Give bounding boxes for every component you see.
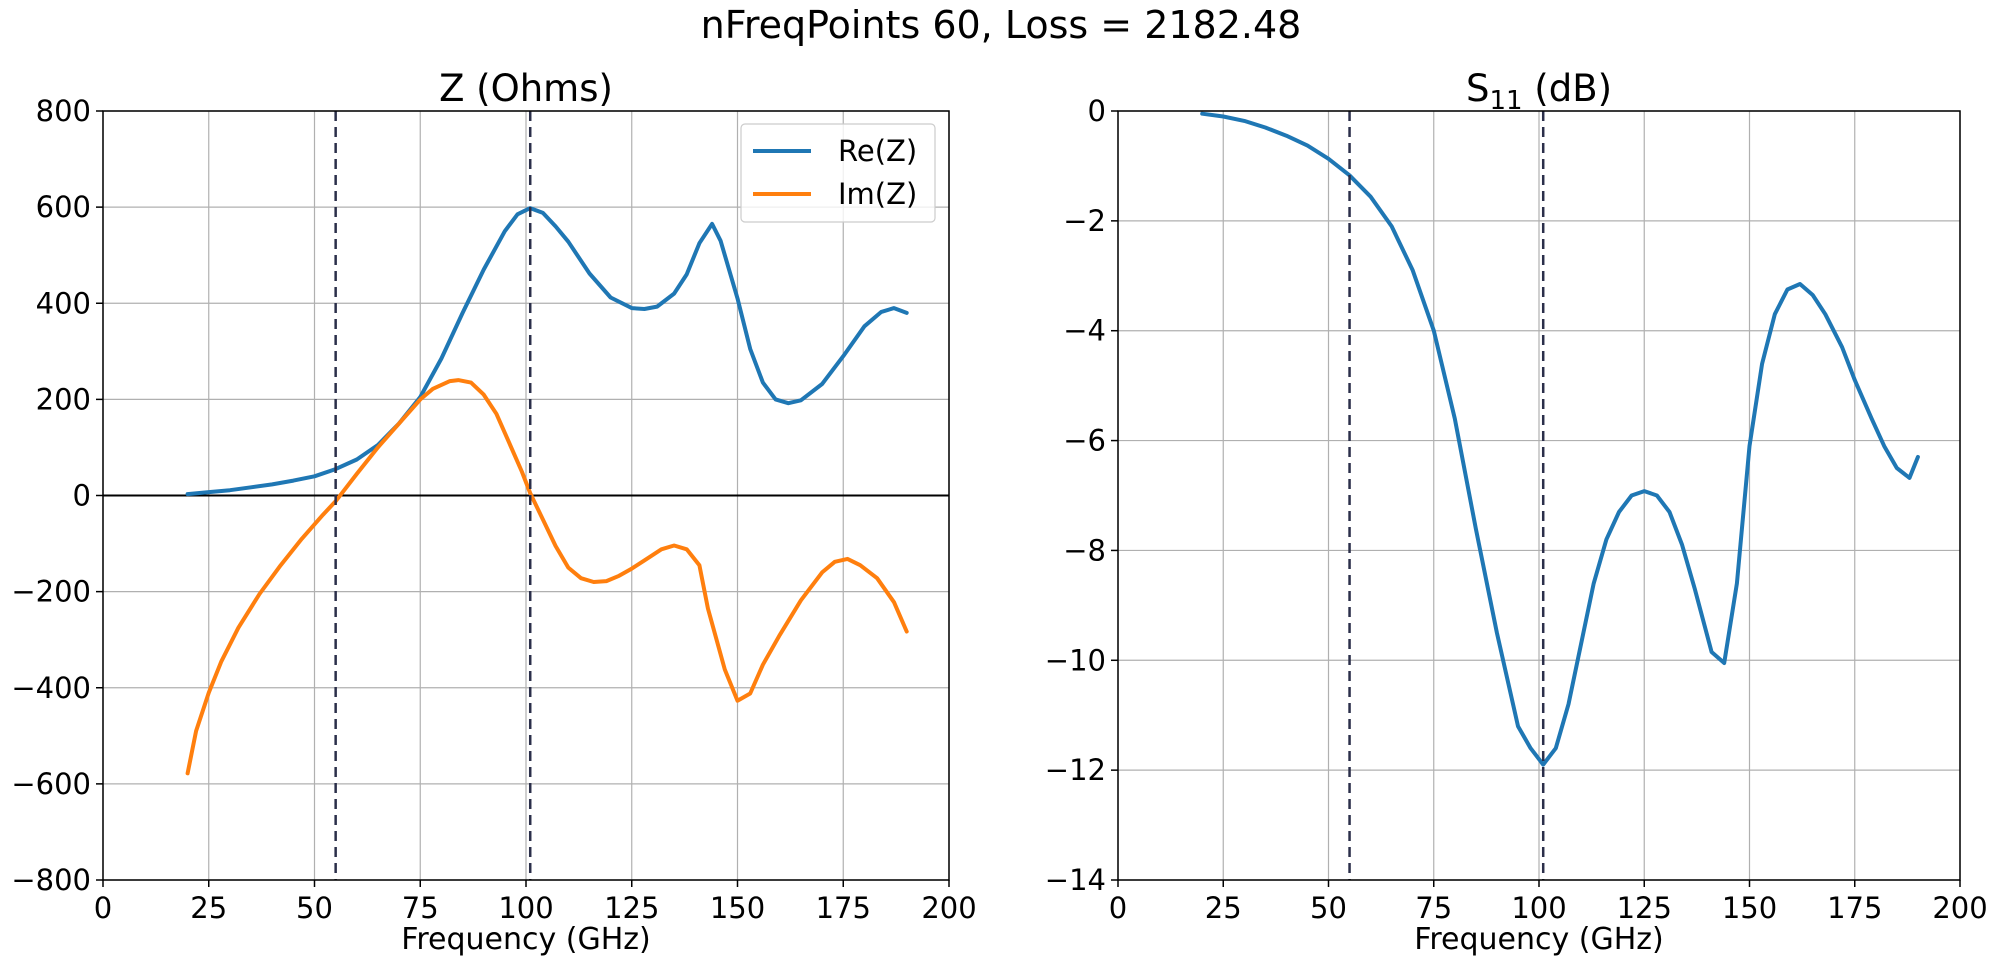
y-tick-label: −800: [11, 863, 91, 897]
impedance-x-axis-label: Frequency (GHz): [401, 922, 650, 957]
y-tick-label: 0: [73, 479, 91, 513]
impedance-chart-title: Z (Ohms): [439, 67, 613, 110]
y-tick-label: 0: [1088, 94, 1106, 128]
s11-grid: [1117, 110, 1961, 881]
impedance-chart: 0 25 50 75 100 125 150 175 200 −800 −600 −400 −200 0 2…: [11, 67, 976, 957]
x-tick-label: 175: [816, 891, 871, 925]
y-tick-label: 600: [36, 190, 91, 224]
x-tick-label: 75: [402, 891, 439, 925]
y-tick-label: −8: [1063, 533, 1106, 567]
s11-title-subscript: 11: [1489, 86, 1522, 116]
s11-title-main: S: [1466, 67, 1490, 110]
x-tick-label: 125: [604, 891, 659, 925]
x-tick-label: 175: [1827, 891, 1882, 925]
y-tick-label: −4: [1063, 314, 1106, 348]
y-tick-label: −14: [1045, 863, 1106, 897]
re-z-series-line: [185, 206, 909, 497]
legend-im-z-label: Im(Z): [838, 177, 917, 211]
x-tick-label: 50: [1310, 891, 1347, 925]
s11-chart-title: S11 (dB): [1466, 67, 1612, 116]
s11-plot-area: [1200, 111, 1920, 880]
figure-title: nFreqPoints 60, Loss = 2182.48: [701, 3, 1302, 47]
x-tick-label: 0: [94, 891, 112, 925]
legend-box: [740, 123, 936, 223]
y-tick-label: −12: [1045, 753, 1106, 787]
y-tick-label: −2: [1063, 204, 1106, 238]
impedance-legend: Re(Z) Im(Z): [740, 123, 936, 223]
y-tick-label: −600: [11, 767, 91, 801]
x-tick-label: 100: [498, 891, 553, 925]
impedance-plot-area: [103, 111, 949, 880]
s11-series-line: [1200, 111, 1920, 767]
x-tick-label: 25: [1205, 891, 1242, 925]
y-tick-label: 400: [36, 286, 91, 320]
s11-ticks: 0 25 50 75 100 125 150 175 200 −14 −12 −10 −8 −6 −4 −2 0: [1045, 94, 1988, 925]
x-tick-label: 50: [296, 891, 333, 925]
x-tick-label: 150: [710, 891, 765, 925]
x-tick-label: 75: [1415, 891, 1452, 925]
impedance-ticks: 0 25 50 75 100 125 150 175 200 −800 −600 −400 −200 0 2…: [11, 94, 976, 925]
y-tick-label: 200: [36, 382, 91, 416]
y-tick-label: −10: [1045, 643, 1106, 677]
y-tick-label: −6: [1063, 424, 1106, 458]
s11-title-suffix: (dB): [1523, 67, 1613, 110]
x-tick-label: 25: [190, 891, 227, 925]
y-tick-label: −400: [11, 671, 91, 705]
y-tick-label: −200: [11, 575, 91, 609]
y-tick-label: 800: [36, 94, 91, 128]
x-tick-label: 0: [1109, 891, 1127, 925]
im-z-series-line: [185, 378, 909, 776]
x-tick-label: 200: [1932, 891, 1987, 925]
legend-re-z-label: Re(Z): [838, 134, 917, 168]
x-tick-label: 200: [921, 891, 976, 925]
x-tick-label: 125: [1617, 891, 1672, 925]
x-tick-label: 150: [1722, 891, 1777, 925]
s11-x-axis-label: Frequency (GHz): [1414, 922, 1663, 957]
s11-chart: 0 25 50 75 100 125 150 175 200−14−12−10−8−6−4−20…: [1045, 67, 1988, 957]
x-tick-label: 100: [1511, 891, 1566, 925]
